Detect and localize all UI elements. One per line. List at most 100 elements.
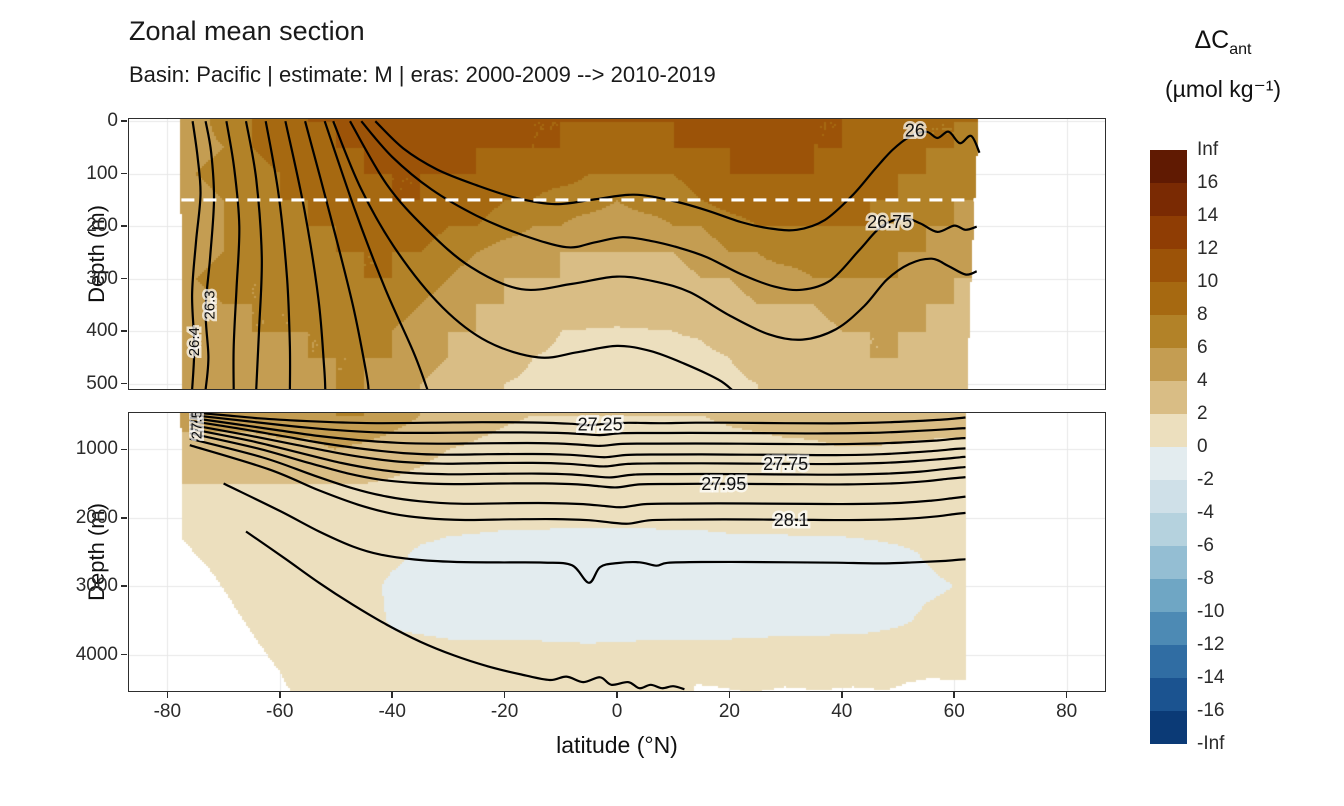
y-tick-label: 400 <box>86 320 118 342</box>
contour-line <box>304 120 370 390</box>
contour-label: 27.95 <box>701 474 746 494</box>
x-tick <box>391 692 393 698</box>
lower-panel: 27.25 27.5 27.75 27.95 28.1 <box>128 412 1106 692</box>
contour-line <box>264 121 292 390</box>
colorbar-cell <box>1150 546 1187 579</box>
contour-label: 27.5 <box>188 412 205 439</box>
contour-line <box>189 413 966 437</box>
x-tick <box>1065 692 1068 698</box>
colorbar-label: -10 <box>1197 601 1225 622</box>
colorbar-cell <box>1150 381 1187 414</box>
colorbar-label: -12 <box>1197 634 1225 655</box>
contour-line <box>223 482 966 584</box>
colorbar-label: -8 <box>1197 568 1214 589</box>
colorbar-cell <box>1150 711 1187 744</box>
colorbar-label: Inf <box>1197 139 1219 160</box>
legend-title-sub: ant <box>1229 41 1252 58</box>
chart-title: Zonal mean section <box>129 16 365 46</box>
contour-line <box>284 120 327 390</box>
colorbar-label: -6 <box>1197 535 1214 556</box>
y-tick <box>121 225 127 227</box>
contour-line <box>245 530 685 691</box>
contour-line <box>204 121 216 390</box>
colorbar-label: 10 <box>1197 271 1219 292</box>
contour-line <box>323 120 429 390</box>
contour-line <box>349 120 978 341</box>
contour-line <box>332 120 733 390</box>
colorbar-cell <box>1150 447 1187 480</box>
x-tick-label: 40 <box>831 701 853 722</box>
legend: ΔCant (µmol kg⁻¹) Inf 16 14 12 10 8 6 4 2 0 -2 -4 -6… <box>1148 26 1338 786</box>
x-tick-label: -40 <box>378 701 406 722</box>
x-tick-label: -60 <box>266 701 294 722</box>
colorbar-cell <box>1150 513 1187 546</box>
x-tick-label: -80 <box>153 701 182 722</box>
contour-line <box>189 444 966 525</box>
colorbar-cell <box>1150 183 1187 216</box>
y-tick <box>121 653 127 656</box>
contour-label: 26.75 <box>867 212 912 232</box>
colorbar-label: -Inf <box>1197 733 1225 754</box>
y-tick-label: 2000 <box>75 506 118 528</box>
y-tick-label: 500 <box>86 372 118 394</box>
y-tick-label: 0 <box>107 110 118 132</box>
x-axis-title: latitude (°N) <box>556 732 678 758</box>
y-tick-label: 1000 <box>75 438 118 460</box>
y-tick <box>121 517 127 519</box>
y-tick-label: 100 <box>86 162 118 184</box>
x-tick-label: -20 <box>490 701 519 722</box>
colorbar-cell <box>1150 414 1187 447</box>
y-tick <box>121 172 127 175</box>
x-tick-label: 80 <box>1056 701 1078 722</box>
contour-line <box>189 432 966 489</box>
colorbar-cell <box>1150 612 1187 645</box>
y-tick-label: 200 <box>86 215 118 237</box>
contour-label: 26.3 <box>201 290 218 319</box>
x-tick <box>953 692 955 698</box>
colorbar-label: 2 <box>1197 403 1208 424</box>
x-tick <box>728 692 731 698</box>
upper-panel: 26.4 26.3 26.75 26 <box>128 118 1106 390</box>
lower-contour-svg: 27.25 27.5 27.75 27.95 28.1 <box>186 412 966 691</box>
colorbar-label: -2 <box>1197 469 1214 490</box>
y-tick <box>121 585 127 587</box>
contour-line <box>244 121 263 390</box>
colorbar-cell <box>1150 645 1187 678</box>
colorbar-cell <box>1150 249 1187 282</box>
x-tick-label: 20 <box>718 701 740 722</box>
x-tick-label: 60 <box>943 701 965 722</box>
colorbar-cell <box>1150 579 1187 612</box>
legend-title: ΔCant <box>1148 26 1298 59</box>
contour-label: 28.1 <box>774 510 809 530</box>
contour-label: 26 <box>905 121 925 141</box>
upper-field-canvas <box>128 118 1106 390</box>
upper-contour-svg: 26.4 26.3 26.75 26 <box>181 118 981 390</box>
y-tick <box>121 330 127 332</box>
contour-line <box>189 437 966 509</box>
colorbar-label: -14 <box>1197 667 1225 688</box>
colorbar-label: 8 <box>1197 304 1208 325</box>
colorbar-label: 14 <box>1197 205 1219 226</box>
colorbar <box>1150 150 1187 744</box>
x-tick <box>616 692 618 698</box>
colorbar-label: -16 <box>1197 700 1225 721</box>
contour-line <box>225 121 241 390</box>
contour-label: 26.4 <box>186 327 203 356</box>
contour-line <box>360 120 978 292</box>
contour-line <box>189 416 966 448</box>
y-tick <box>121 448 127 451</box>
y-tick-label: 4000 <box>75 643 118 665</box>
y-tick <box>121 277 127 280</box>
colorbar-cell <box>1150 348 1187 381</box>
x-tick <box>841 692 843 698</box>
contour-line <box>189 427 966 479</box>
colorbar-cell <box>1150 480 1187 513</box>
legend-units: (µmol kg⁻¹) <box>1164 76 1282 102</box>
y-tick <box>121 120 127 122</box>
y-tick <box>121 382 127 385</box>
colorbar-cell <box>1150 150 1187 183</box>
colorbar-label: 12 <box>1197 238 1219 259</box>
colorbar-label: 6 <box>1197 337 1208 358</box>
x-tick <box>279 692 281 698</box>
